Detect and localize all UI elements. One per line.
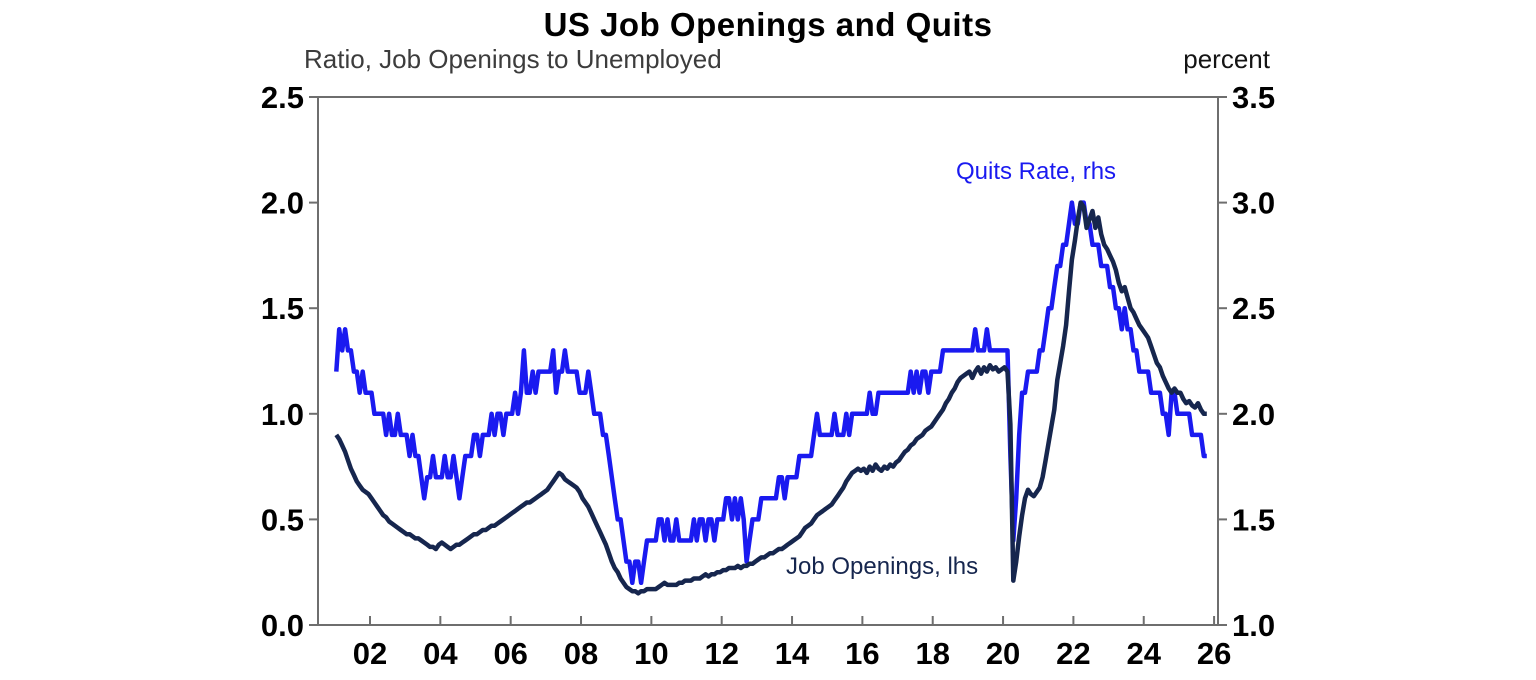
right-y-tick-label: 3.5 bbox=[1232, 80, 1275, 115]
x-tick-label: 16 bbox=[845, 636, 879, 671]
right-y-tick-label: 2.0 bbox=[1232, 397, 1275, 432]
left-y-tick-label: 1.5 bbox=[261, 291, 304, 326]
right-y-tick-label: 3.0 bbox=[1232, 186, 1275, 221]
left-y-tick-label: 2.5 bbox=[261, 80, 304, 115]
x-tick-label: 14 bbox=[775, 636, 810, 671]
right-y-tick-label: 1.5 bbox=[1232, 502, 1275, 537]
x-tick-label: 12 bbox=[704, 636, 738, 671]
left-y-tick-label: 1.0 bbox=[261, 397, 304, 432]
right-axis-title: percent bbox=[1183, 44, 1270, 74]
plot-border bbox=[317, 96, 1219, 626]
quits-line bbox=[334, 200, 1207, 586]
left-y-tick-label: 2.0 bbox=[261, 186, 304, 221]
x-tick-label: 18 bbox=[915, 636, 949, 671]
x-tick-label: 08 bbox=[564, 636, 598, 671]
x-tick-label: 26 bbox=[1197, 636, 1231, 671]
chart-title: US Job Openings and Quits bbox=[543, 6, 993, 43]
x-tick-label: 04 bbox=[423, 636, 458, 671]
openings-series-label: Job Openings, lhs bbox=[786, 553, 979, 580]
x-tick-label: 02 bbox=[353, 636, 387, 671]
x-tick-label: 24 bbox=[1126, 636, 1161, 671]
right-y-tick-label: 2.5 bbox=[1232, 291, 1275, 326]
right-y-tick-label: 1.0 bbox=[1232, 608, 1275, 643]
left-y-tick-label: 0.0 bbox=[261, 608, 304, 643]
quits-series-label: Quits Rate, rhs bbox=[956, 158, 1117, 185]
left-axis-title: Ratio, Job Openings to Unemployed bbox=[304, 44, 722, 74]
x-tick-label: 10 bbox=[634, 636, 668, 671]
x-tick-label: 22 bbox=[1056, 636, 1090, 671]
openings-line bbox=[334, 200, 1207, 596]
left-y-tick-label: 0.5 bbox=[261, 502, 304, 537]
x-tick-label: 20 bbox=[986, 636, 1020, 671]
x-tick-label: 06 bbox=[493, 636, 527, 671]
